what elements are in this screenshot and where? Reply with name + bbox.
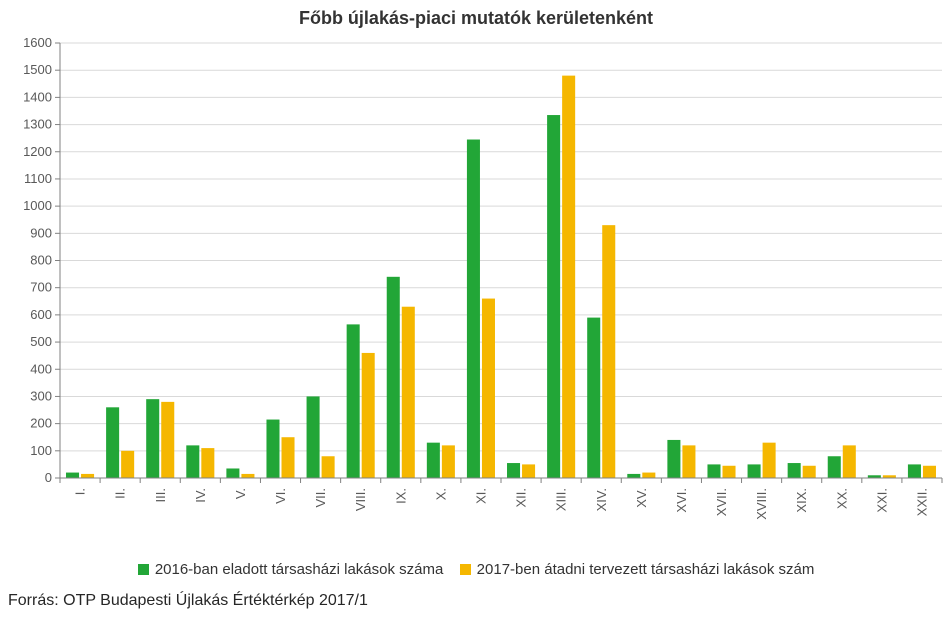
svg-text:XV.: XV.: [634, 488, 649, 508]
svg-text:1300: 1300: [23, 117, 52, 132]
svg-text:1600: 1600: [23, 35, 52, 50]
svg-text:XII.: XII.: [514, 488, 529, 508]
svg-text:100: 100: [30, 443, 52, 458]
legend-label-2: 2017-ben átadni tervezett társasházi lak…: [477, 561, 815, 578]
svg-text:500: 500: [30, 334, 52, 349]
svg-text:XVII.: XVII.: [714, 488, 729, 516]
svg-text:XVI.: XVI.: [674, 488, 689, 513]
legend-swatch-2: [460, 564, 471, 575]
svg-text:800: 800: [30, 253, 52, 268]
svg-text:XI.: XI.: [474, 488, 489, 504]
svg-text:IX.: IX.: [393, 488, 408, 504]
legend-label-1: 2016-ban eladott társasházi lakások szám…: [155, 561, 444, 578]
svg-text:200: 200: [30, 416, 52, 431]
svg-text:V.: V.: [233, 488, 248, 499]
svg-text:1400: 1400: [23, 89, 52, 104]
svg-text:900: 900: [30, 225, 52, 240]
legend-item-1: 2016-ban eladott társasházi lakások szám…: [138, 561, 444, 578]
svg-text:VIII.: VIII.: [353, 488, 368, 511]
svg-text:XXI.: XXI.: [874, 488, 889, 513]
svg-text:600: 600: [30, 307, 52, 322]
legend-item-2: 2017-ben átadni tervezett társasházi lak…: [460, 561, 815, 578]
svg-text:XIV.: XIV.: [594, 488, 609, 511]
legend: 2016-ban eladott társasházi lakások szám…: [0, 543, 952, 586]
svg-text:II.: II.: [113, 488, 128, 499]
svg-text:X.: X.: [433, 488, 448, 500]
source-text: Forrás: OTP Budapesti Újlakás Értéktérké…: [0, 586, 952, 610]
svg-text:1500: 1500: [23, 62, 52, 77]
svg-text:700: 700: [30, 280, 52, 295]
svg-text:400: 400: [30, 361, 52, 376]
svg-text:XIX.: XIX.: [794, 488, 809, 513]
svg-text:III.: III.: [153, 488, 168, 502]
chart-plot-area: 0 100 200 300 400 500 600 700 800 900 1000 1100 1200…: [0, 33, 952, 543]
svg-text:VI.: VI.: [273, 488, 288, 504]
svg-text:XVIII.: XVIII.: [754, 488, 769, 520]
chart-title: Főbb újlakás-piaci mutatók kerületenként: [0, 0, 952, 33]
svg-text:XX.: XX.: [834, 488, 849, 509]
svg-text:XIII.: XIII.: [554, 488, 569, 511]
svg-text:1000: 1000: [23, 198, 52, 213]
svg-text:IV.: IV.: [193, 488, 208, 503]
svg-text:1100: 1100: [24, 171, 52, 186]
svg-text:1200: 1200: [23, 144, 52, 159]
svg-text:I.: I.: [73, 488, 88, 495]
svg-text:300: 300: [30, 388, 52, 403]
svg-text:VII.: VII.: [313, 488, 328, 508]
legend-swatch-1: [138, 564, 149, 575]
svg-text:XXII.: XXII.: [915, 488, 930, 516]
chart-svg: 0 100 200 300 400 500 600 700 800 900 1000 1100 1200…: [0, 33, 952, 543]
svg-text:0: 0: [45, 470, 52, 485]
